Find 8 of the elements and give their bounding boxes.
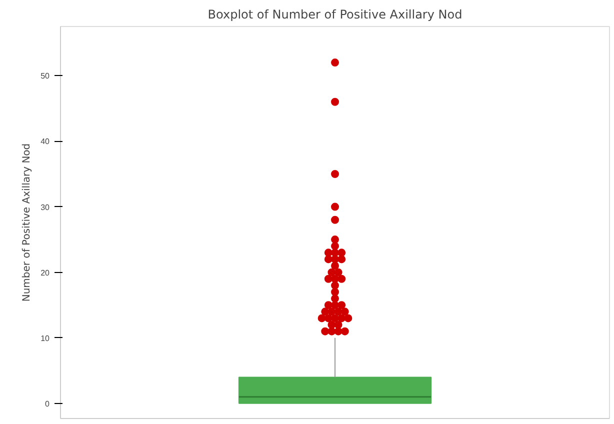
y-tick-label: 40: [40, 137, 50, 146]
y-tick-label: 10: [40, 334, 50, 343]
y-tick-label: 0: [45, 399, 50, 408]
chart-title: Boxplot of Number of Positive Axillary Nod: [208, 8, 462, 22]
y-tick-label: 30: [40, 202, 50, 212]
y-axis-title: Number of Positive Axillary Nod: [22, 143, 33, 302]
y-tick-label: 20: [40, 268, 50, 278]
y-tick-label: 50: [40, 72, 50, 81]
